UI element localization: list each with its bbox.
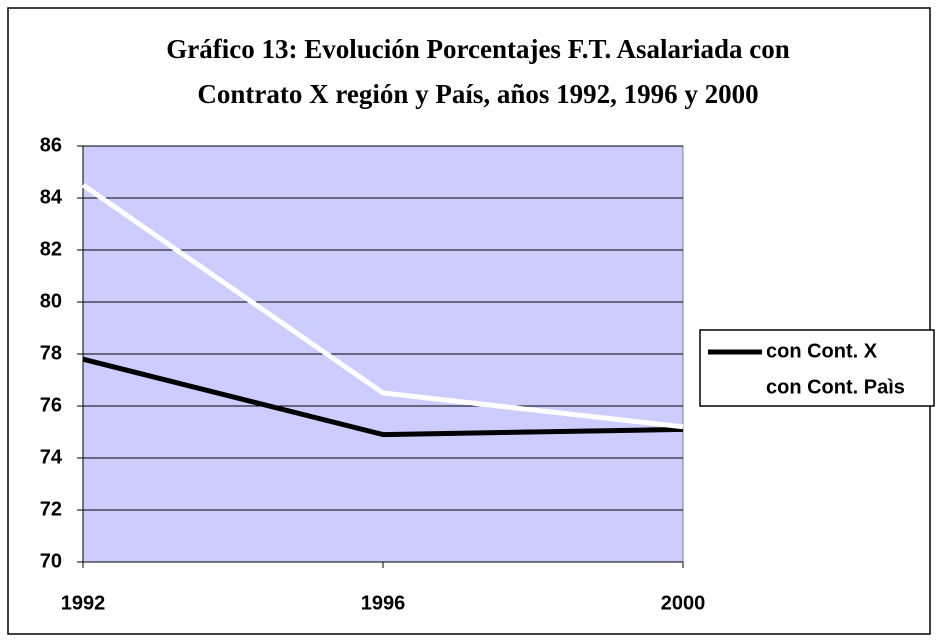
chart-title: Contrato X región y País, años 1992, 199… (197, 79, 758, 109)
y-tick-label: 84 (40, 186, 63, 208)
y-tick-label: 86 (40, 134, 62, 156)
y-tick-label: 80 (40, 290, 62, 312)
legend-label: con Cont. Paìs (766, 376, 905, 398)
y-tick-label: 74 (40, 446, 63, 468)
y-tick-label: 82 (40, 238, 62, 260)
legend-box (699, 329, 935, 407)
legend-label: con Cont. X (766, 340, 878, 362)
y-tick-label: 76 (40, 394, 62, 416)
x-tick-label: 1992 (61, 592, 106, 614)
y-tick-label: 78 (40, 342, 62, 364)
chart-title: Gráfico 13: Evolución Porcentajes F.T. A… (166, 34, 789, 64)
y-tick-label: 72 (40, 498, 62, 520)
y-tick-label: 70 (40, 550, 62, 572)
series-line (82, 356, 684, 438)
series-line (81, 182, 684, 430)
x-tick-label: 2000 (661, 592, 706, 614)
x-tick-label: 1996 (361, 592, 406, 614)
